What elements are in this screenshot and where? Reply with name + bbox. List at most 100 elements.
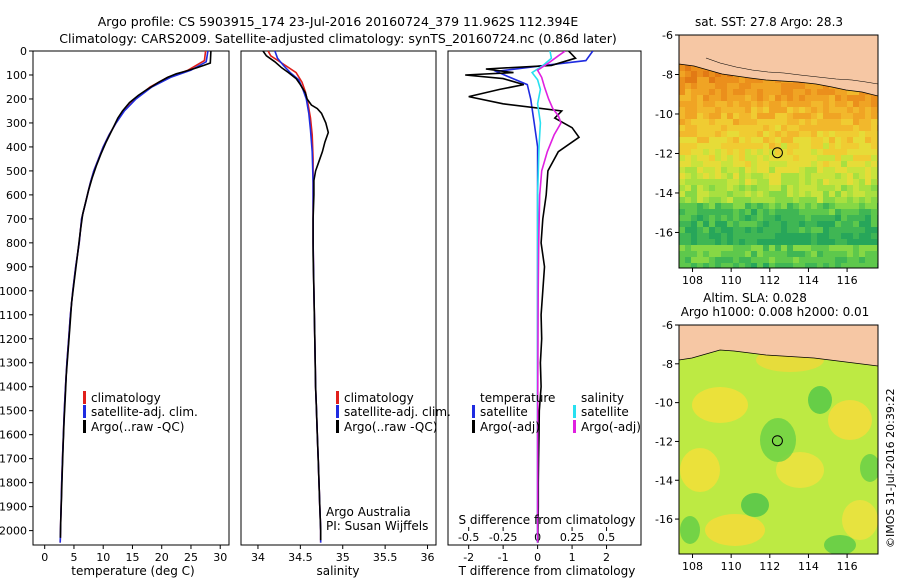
sst-cell [715,113,721,119]
sst-cell [811,203,817,209]
sst-cell [685,257,691,263]
salinity-panel-frame [240,50,437,546]
sst-cell [805,83,811,89]
sst-cell [811,197,817,203]
sst-cell [799,125,805,131]
sst-cell [811,113,817,119]
sst-cell [769,233,775,239]
sst-cell [769,173,775,179]
sst-cell [871,137,877,143]
sst-cell [853,95,859,101]
sst-cell [739,257,745,263]
sst-cell [745,167,751,173]
sst-cell [781,149,787,155]
sst-cell [847,197,853,203]
sst-cell [871,95,877,101]
sst-cell [715,191,721,197]
sst-cell [727,119,733,125]
sst-cell [835,119,841,125]
sst-cell [787,245,793,251]
map-x-tick-label: 116 [837,274,858,287]
sst-cell [781,221,787,227]
sst-cell [727,89,733,95]
sst-cell [799,101,805,107]
sst-cell [685,71,691,77]
sst-cell [691,251,697,257]
sst-cell [781,113,787,119]
sst-cell [691,191,697,197]
sst-cell [859,239,865,245]
sst-cell [859,227,865,233]
difference-panel-frame [447,50,642,546]
sst-cell [685,173,691,179]
sst-cell [709,263,715,268]
sst-cell [871,149,877,155]
sst-cell [865,125,871,131]
sst-cell [769,215,775,221]
sst-cell [739,227,745,233]
sst-cell [721,113,727,119]
sst-cell [715,167,721,173]
legend-label-climatology: climatology [91,391,161,405]
sst-cell [865,185,871,191]
sst-cell [757,227,763,233]
sst-cell [751,245,757,251]
sst-cell [847,125,853,131]
sst-cell [865,167,871,173]
sst-cell [727,149,733,155]
sst-cell [865,233,871,239]
sst-cell [685,221,691,227]
sst-cell [679,161,685,167]
legend-label-argo: Argo(..raw -QC) [344,420,437,434]
sst-cell [805,113,811,119]
sst-cell [853,89,859,95]
sst-cell [745,137,751,143]
sst-cell [799,251,805,257]
sst-cell [721,251,727,257]
sst-cell [775,233,781,239]
sst-cell [793,143,799,149]
sst-cell [781,137,787,143]
temperature-series [59,51,212,543]
sst-cell [715,239,721,245]
sst-cell [751,173,757,179]
sst-cell [817,209,823,215]
salinity-axis-label: salinity [316,564,359,578]
sst-cell [781,233,787,239]
sst-cell [805,257,811,263]
sst-cell [835,179,841,185]
sst-cell [721,155,727,161]
sst-cell [715,227,721,233]
sst-cell [847,185,853,191]
sst-cell [745,119,751,125]
sst-cell [847,143,853,149]
sst-cell [715,137,721,143]
sst-cell [817,203,823,209]
sst-cell [733,101,739,107]
sst-cell [703,125,709,131]
map-x-tick-label: 110 [721,274,742,287]
sst-cell [823,101,829,107]
sst-cell [787,197,793,203]
sst-cell [829,131,835,137]
sst-cell [847,149,853,155]
sst-cell [703,221,709,227]
sst-cell [727,95,733,101]
sst-cell [829,233,835,239]
sst-cell [763,257,769,263]
sst-cell [733,263,739,268]
sst-cell [697,149,703,155]
sst-cell [733,257,739,263]
sst-cell [685,113,691,119]
sst-cell [847,233,853,239]
sst-cell [835,107,841,113]
sst-cell [679,179,685,185]
sst-cell [703,197,709,203]
sst-cell [769,263,775,268]
sst-cell [847,167,853,173]
sst-cell [703,71,709,77]
sst-cell [853,143,859,149]
sst-cell [709,215,715,221]
sst-cell [865,155,871,161]
